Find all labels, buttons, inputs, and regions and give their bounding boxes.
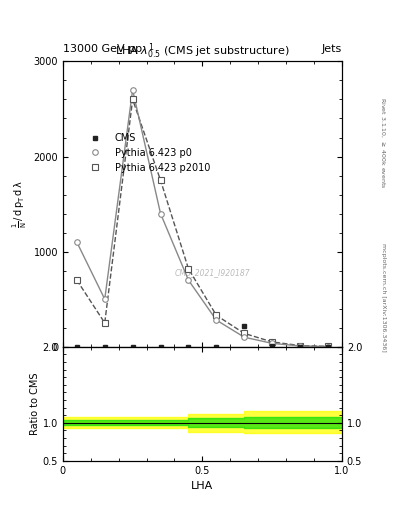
CMS bbox=[326, 344, 331, 350]
Pythia 6.423 p2010 bbox=[75, 277, 79, 283]
CMS bbox=[214, 344, 219, 350]
Pythia 6.423 p2010 bbox=[130, 96, 135, 102]
X-axis label: LHA: LHA bbox=[191, 481, 213, 491]
CMS bbox=[270, 343, 275, 349]
Pythia 6.423 p2010 bbox=[326, 344, 331, 350]
Pythia 6.423 p0 bbox=[130, 87, 135, 93]
Pythia 6.423 p2010 bbox=[186, 266, 191, 272]
Pythia 6.423 p0 bbox=[158, 210, 163, 217]
Text: mcplots.cern.ch [arXiv:1306.3436]: mcplots.cern.ch [arXiv:1306.3436] bbox=[381, 243, 386, 351]
Pythia 6.423 p0 bbox=[102, 296, 107, 302]
Pythia 6.423 p2010 bbox=[298, 343, 303, 349]
Pythia 6.423 p2010 bbox=[158, 177, 163, 183]
Pythia 6.423 p2010 bbox=[242, 330, 247, 336]
Pythia 6.423 p0 bbox=[270, 340, 275, 347]
Pythia 6.423 p0 bbox=[326, 344, 331, 350]
CMS bbox=[186, 344, 191, 350]
CMS bbox=[102, 344, 107, 350]
Line: Pythia 6.423 p2010: Pythia 6.423 p2010 bbox=[74, 97, 331, 349]
Line: Pythia 6.423 p0: Pythia 6.423 p0 bbox=[74, 87, 331, 349]
CMS bbox=[130, 344, 135, 350]
Pythia 6.423 p2010 bbox=[214, 312, 219, 318]
Pythia 6.423 p0 bbox=[214, 317, 219, 323]
Legend: CMS, Pythia 6.423 p0, Pythia 6.423 p2010: CMS, Pythia 6.423 p0, Pythia 6.423 p2010 bbox=[79, 129, 214, 177]
Pythia 6.423 p2010 bbox=[102, 320, 107, 326]
CMS bbox=[242, 323, 247, 329]
Pythia 6.423 p0 bbox=[75, 239, 79, 245]
Y-axis label: Ratio to CMS: Ratio to CMS bbox=[30, 373, 40, 435]
CMS bbox=[298, 344, 303, 350]
Pythia 6.423 p0 bbox=[298, 343, 303, 349]
Pythia 6.423 p0 bbox=[186, 277, 191, 283]
Text: Rivet 3.1.10, $\geq$ 400k events: Rivet 3.1.10, $\geq$ 400k events bbox=[379, 97, 387, 189]
CMS bbox=[158, 344, 163, 350]
Title: LHA $\lambda^{1}_{0.5}$ (CMS jet substructure): LHA $\lambda^{1}_{0.5}$ (CMS jet substru… bbox=[115, 42, 290, 61]
Pythia 6.423 p0 bbox=[242, 334, 247, 340]
Pythia 6.423 p2010 bbox=[270, 339, 275, 345]
Y-axis label: $\mathdefault{\frac{1}{N}\,/\,\mathrm{d}\,p_T\,\mathrm{d}\,\lambda}$: $\mathdefault{\frac{1}{N}\,/\,\mathrm{d}… bbox=[11, 180, 29, 228]
Line: CMS: CMS bbox=[74, 324, 331, 349]
CMS bbox=[75, 344, 79, 350]
Text: Jets: Jets bbox=[321, 44, 342, 54]
Text: CMS_2021_I920187: CMS_2021_I920187 bbox=[174, 268, 250, 278]
Text: 13000 GeV pp: 13000 GeV pp bbox=[63, 44, 142, 54]
